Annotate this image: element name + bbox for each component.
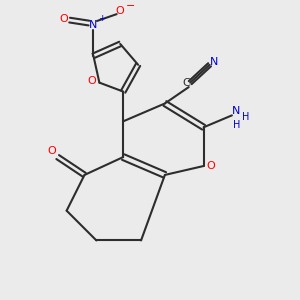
Text: N: N — [210, 57, 218, 67]
Text: −: − — [126, 1, 135, 11]
Text: C: C — [183, 78, 190, 88]
Text: H: H — [233, 120, 240, 130]
Text: O: O — [116, 6, 124, 16]
Text: N: N — [89, 20, 98, 30]
Text: H: H — [242, 112, 249, 122]
Text: O: O — [88, 76, 96, 86]
Text: O: O — [47, 146, 56, 156]
Text: O: O — [59, 14, 68, 24]
Text: O: O — [207, 161, 215, 171]
Text: N: N — [232, 106, 241, 116]
Text: +: + — [98, 14, 106, 22]
